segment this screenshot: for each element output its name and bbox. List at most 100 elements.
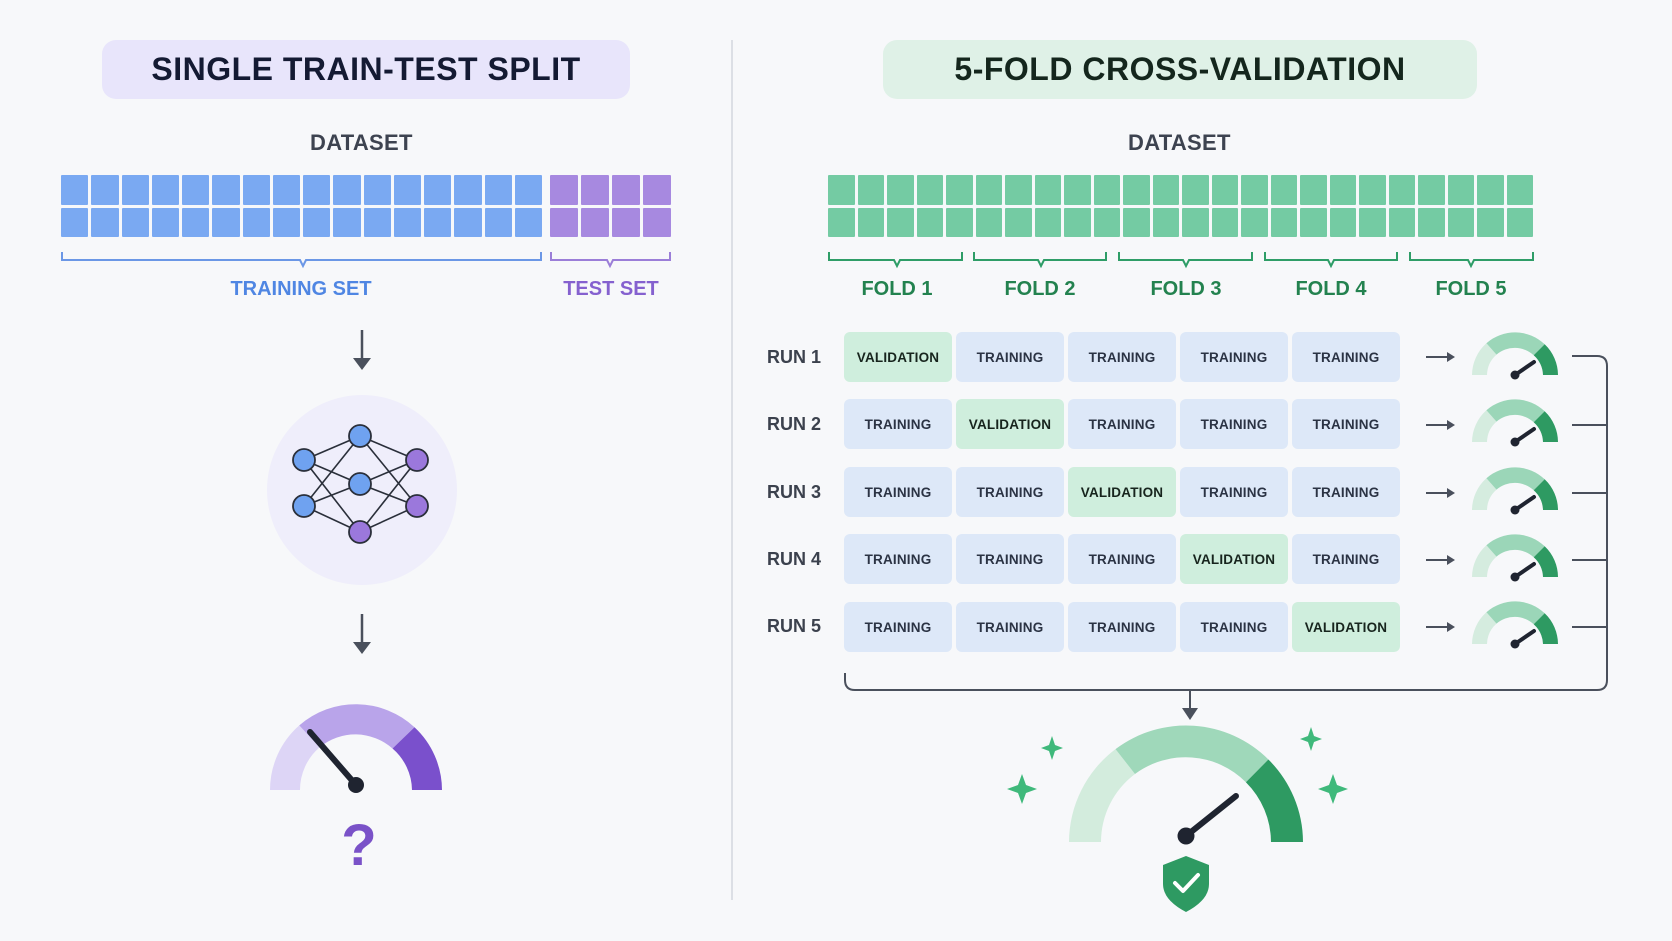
run-label-4: RUN 4 [767, 549, 822, 569]
training-data-block [182, 207, 210, 237]
training-data-block [424, 175, 452, 205]
training-data-block [393, 175, 421, 205]
training-data-block [91, 207, 119, 237]
cv-data-block [1447, 207, 1474, 237]
cv-data-block [1182, 207, 1209, 237]
left-dataset-label: DATASET [310, 130, 413, 155]
run2-fold1-cell: TRAINING [844, 399, 952, 449]
neural-network-icon [267, 395, 457, 585]
gauge-icon [270, 704, 442, 793]
cv-data-block [1152, 207, 1179, 237]
right-dataset-label: DATASET [1128, 130, 1231, 155]
run5-fold2-cell: TRAINING [956, 602, 1064, 652]
training-data-block [212, 175, 240, 205]
cv-data-block [1005, 175, 1032, 205]
run3-fold4-cell: TRAINING [1180, 467, 1288, 517]
run-label-1: RUN 1 [767, 347, 822, 367]
run-label-2: RUN 2 [767, 414, 822, 434]
training-data-block [272, 207, 300, 237]
test-data-block [581, 207, 609, 237]
training-data-block [333, 175, 361, 205]
aggregate-gauge-icon [1069, 725, 1303, 845]
gauge-icon [1470, 532, 1560, 584]
test-data-block [581, 175, 609, 205]
run4-fold2-cell: TRAINING [956, 534, 1064, 584]
run3-fold2-cell: TRAINING [956, 467, 1064, 517]
run4-fold5-cell: TRAINING [1292, 534, 1400, 584]
fold-label-4: FOLD 4 [1295, 278, 1367, 300]
run5-fold5-cell: VALIDATION [1292, 602, 1400, 652]
cv-data-block [887, 175, 914, 205]
cv-data-block [1182, 175, 1209, 205]
cv-data-block [1152, 175, 1179, 205]
arrow-right-icon [1425, 419, 1456, 431]
training-data-block [363, 175, 391, 205]
training-data-block [303, 175, 331, 205]
run1-fold3-cell: TRAINING [1068, 332, 1176, 382]
test-set-blocks [550, 175, 671, 237]
cv-data-block [1211, 175, 1238, 205]
training-data-block [303, 207, 331, 237]
run-label-5: RUN 5 [767, 616, 822, 636]
cv-data-block [1300, 175, 1327, 205]
cv-data-block [1093, 175, 1120, 205]
fold-brackets [828, 252, 1534, 269]
training-data-block [212, 207, 240, 237]
cv-data-block [1211, 207, 1238, 237]
training-data-block [242, 207, 270, 237]
left-title: SINGLE TRAIN-TEST SPLIT [102, 40, 630, 99]
cv-data-block [1477, 207, 1504, 237]
cv-dataset-blocks [828, 175, 1533, 237]
cv-data-block [1329, 175, 1356, 205]
arrow-right-icon [1425, 487, 1456, 499]
cv-data-block [946, 207, 973, 237]
run5-fold3-cell: TRAINING [1068, 602, 1176, 652]
run2-fold2-cell: VALIDATION [956, 399, 1064, 449]
cv-data-block [1123, 207, 1150, 237]
cv-data-block [1388, 175, 1415, 205]
right-title: 5-FOLD CROSS-VALIDATION [883, 40, 1477, 99]
training-data-block [61, 207, 89, 237]
run5-fold4-cell: TRAINING [1180, 602, 1288, 652]
cv-data-block [1241, 175, 1268, 205]
cv-data-block [1506, 207, 1533, 237]
run5-fold1-cell: TRAINING [844, 602, 952, 652]
cv-data-block [1329, 207, 1356, 237]
gauge-icon [1470, 465, 1560, 517]
cv-data-block [1477, 175, 1504, 205]
training-data-block [333, 207, 361, 237]
training-set-blocks [61, 175, 542, 237]
training-data-block [121, 175, 149, 205]
cv-data-block [1359, 175, 1386, 205]
panel-divider [731, 40, 733, 900]
cv-data-block [916, 175, 943, 205]
run2-fold3-cell: TRAINING [1068, 399, 1176, 449]
fold-label-2: FOLD 2 [1004, 278, 1076, 300]
cv-data-block [887, 207, 914, 237]
cv-data-block [1064, 175, 1091, 205]
cv-data-block [1093, 207, 1120, 237]
gauge-icon [1470, 330, 1560, 382]
shield-check-icon [1163, 856, 1209, 912]
test-data-block [550, 207, 578, 237]
left-brackets [61, 252, 671, 269]
cv-data-block [828, 207, 855, 237]
run1-fold1-cell: VALIDATION [844, 332, 952, 382]
training-data-block [151, 207, 179, 237]
cv-data-block [1064, 207, 1091, 237]
cv-data-block [1300, 207, 1327, 237]
test-data-block [550, 175, 578, 205]
cv-data-block [916, 207, 943, 237]
cv-data-block [1418, 207, 1445, 237]
cv-data-block [1034, 207, 1061, 237]
cv-data-block [1388, 207, 1415, 237]
cv-data-block [1123, 175, 1150, 205]
run1-fold5-cell: TRAINING [1292, 332, 1400, 382]
training-data-block [182, 175, 210, 205]
training-set-label: TRAINING SET [230, 278, 372, 300]
fold-label-5: FOLD 5 [1435, 278, 1507, 300]
run4-fold3-cell: TRAINING [1068, 534, 1176, 584]
arrow-right-icon [1425, 621, 1456, 633]
test-data-block [643, 175, 671, 205]
